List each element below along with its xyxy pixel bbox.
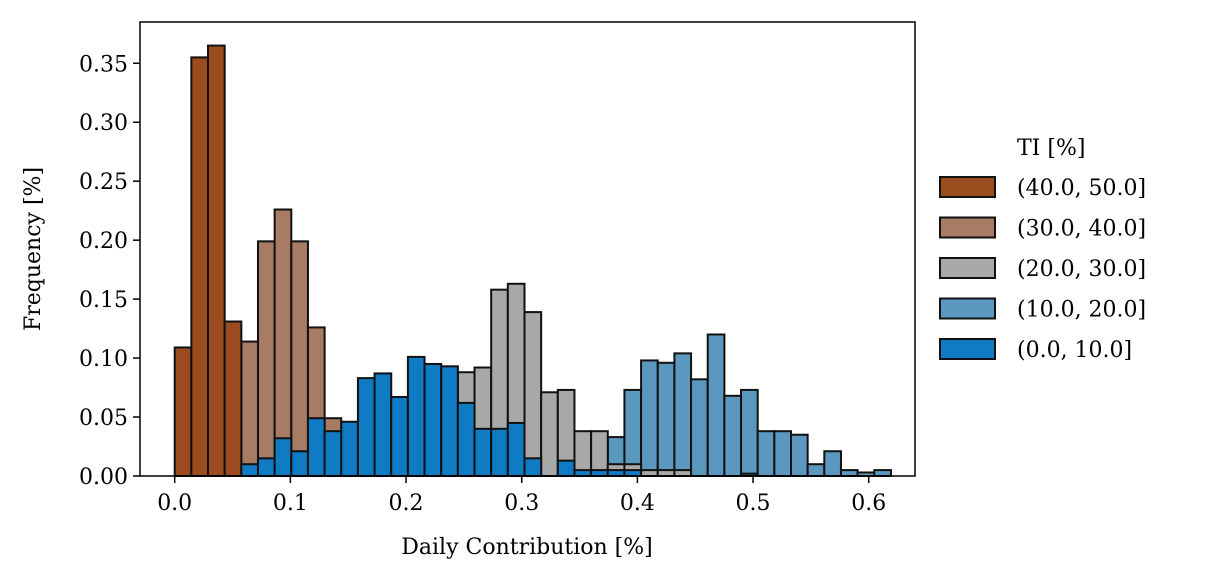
bar <box>273 437 293 478</box>
x-tick-label: 0.2 <box>389 491 424 516</box>
bar <box>673 469 693 478</box>
bar <box>440 365 459 477</box>
bar <box>640 359 659 477</box>
y-tick-label: 0.20 <box>79 229 128 254</box>
bar <box>540 391 559 477</box>
bar <box>723 394 743 477</box>
bar <box>673 352 693 477</box>
bar <box>490 427 509 477</box>
bar <box>873 469 892 478</box>
bar <box>823 450 842 477</box>
bar <box>290 450 309 477</box>
bar <box>390 395 409 477</box>
y-tick-label: 0.00 <box>79 465 128 490</box>
legend: TI [%] (40.0, 50.0] (30.0, 40.0] (20.0, 30… <box>939 136 1146 363</box>
bar <box>190 56 210 477</box>
y-tick-label: 0.05 <box>79 406 128 431</box>
bar <box>606 469 626 478</box>
y-tick-label: 0.35 <box>79 52 128 77</box>
bars-layer <box>173 44 892 478</box>
legend-swatch <box>939 176 996 198</box>
bar <box>756 430 776 478</box>
plot-frame <box>139 21 916 477</box>
y-tick-label: 0.30 <box>79 111 128 136</box>
series-3 <box>173 44 243 478</box>
bar <box>690 378 709 477</box>
bar <box>523 457 543 477</box>
bar <box>223 320 243 477</box>
x-tick-label: 0.0 <box>157 491 192 516</box>
legend-swatch <box>939 297 996 320</box>
bar <box>306 417 326 477</box>
bar <box>773 430 793 478</box>
x-axis-ticks: 0.0 0.1 0.2 0.3 0.4 0.5 0.6 <box>157 476 886 516</box>
bar <box>640 469 659 478</box>
bar <box>790 433 809 478</box>
bar <box>740 388 759 478</box>
bar <box>406 355 426 477</box>
series-4 <box>240 355 759 478</box>
legend-label: (40.0, 50.0] <box>1017 176 1146 201</box>
bar <box>506 421 526 478</box>
y-axis-ticks: 0.00 0.05 0.10 0.15 0.20 0.25 0.30 0.35 <box>79 52 140 490</box>
bar <box>806 463 826 477</box>
bar <box>323 430 343 478</box>
bar <box>839 469 859 478</box>
bar <box>356 377 376 477</box>
y-tick-label: 0.15 <box>79 288 128 313</box>
x-tick-label: 0.5 <box>736 491 771 516</box>
x-tick-label: 0.3 <box>504 491 539 516</box>
bar <box>256 457 276 477</box>
bar <box>573 469 593 478</box>
bar <box>456 401 476 478</box>
bar <box>556 459 576 478</box>
x-tick-label: 0.4 <box>620 491 655 516</box>
x-tick-label: 0.1 <box>273 491 308 516</box>
bar <box>656 469 676 478</box>
bar <box>173 346 193 477</box>
legend-swatch <box>939 216 996 239</box>
bar <box>290 240 309 477</box>
bar <box>340 420 359 478</box>
legend-swatch <box>939 338 996 360</box>
bar <box>623 469 643 478</box>
bar <box>423 362 443 477</box>
y-tick-label: 0.25 <box>79 170 128 195</box>
bar <box>373 372 393 477</box>
bar <box>656 361 676 478</box>
legend-label: (30.0, 40.0] <box>1017 217 1146 242</box>
bar <box>240 463 259 477</box>
bar <box>256 240 276 477</box>
x-tick-label: 0.6 <box>851 491 886 516</box>
bar <box>523 311 543 477</box>
bar <box>473 427 493 477</box>
bar <box>590 469 609 478</box>
bar <box>207 44 226 478</box>
bar <box>273 208 293 477</box>
legend-label: (20.0, 30.0] <box>1017 257 1146 282</box>
legend-swatch <box>939 257 996 279</box>
bar <box>240 340 259 477</box>
legend-title: TI [%] <box>1017 136 1085 161</box>
bar <box>706 333 726 477</box>
bar <box>623 388 643 478</box>
x-axis-label: Daily Contribution [%] <box>401 535 653 560</box>
legend-label: (10.0, 20.0] <box>1017 298 1146 323</box>
y-tick-label: 0.10 <box>79 347 128 372</box>
y-axis-label: Frequency [%] <box>21 167 46 331</box>
legend-label: (0.0, 10.0] <box>1017 338 1132 363</box>
